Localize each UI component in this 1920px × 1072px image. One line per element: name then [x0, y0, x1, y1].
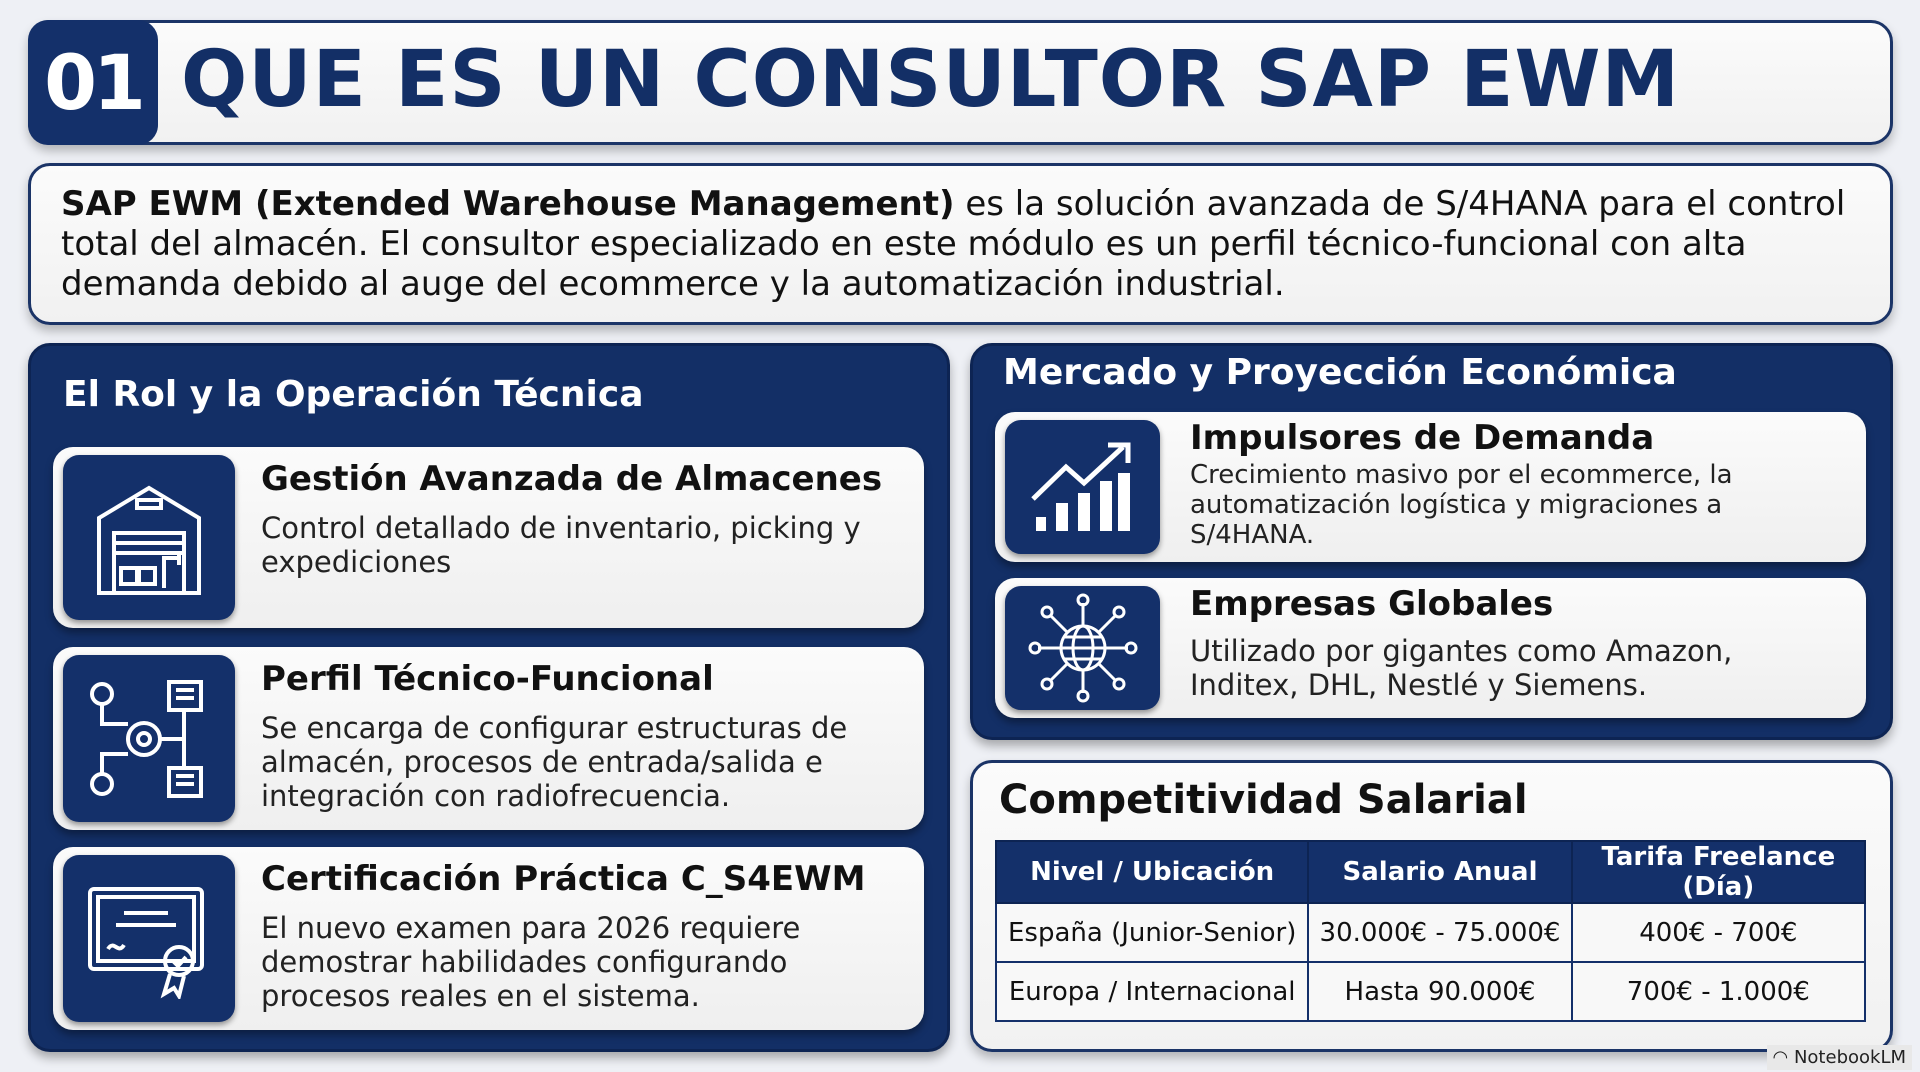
intro-text: es la solución avanzada de S/4HANA para … — [61, 184, 1846, 304]
column-header: Tarifa Freelance (Día) — [1570, 840, 1867, 904]
card-title: Impulsores de Demanda — [1190, 418, 1655, 458]
notebooklm-logo-icon: ◠ — [1772, 1047, 1794, 1068]
brand-watermark: ◠ NotebookLM — [1766, 1045, 1912, 1070]
intro-bold: SAP EWM (Extended Warehouse Management) — [61, 184, 955, 224]
table-cell: 30.000€ - 75.000€ — [1307, 902, 1573, 963]
table-cell: España (Junior-Senior) — [994, 902, 1310, 963]
card-desc: Control detallado de inventario, picking… — [261, 511, 861, 579]
card-global: Empresas Globales Utilizado por gigantes… — [995, 578, 1866, 718]
section-number: 01 — [28, 20, 158, 145]
card-title: Empresas Globales — [1190, 584, 1554, 624]
card-certification: Certificación Práctica C_S4EWM El nuevo … — [53, 847, 924, 1030]
card-desc: Utilizado por gigantes como Amazon, Indi… — [1190, 634, 1733, 702]
table-row: Europa / Internacional Hasta 90.000€ 700… — [994, 961, 1867, 1022]
page-title: QUE ES UN CONSULTOR SAP EWM — [181, 35, 1681, 125]
salary-title: Competitividad Salarial — [999, 777, 1528, 823]
table-header-row: Nivel / Ubicación Salario Anual Tarifa F… — [994, 840, 1867, 904]
header-banner: 01 QUE ES UN CONSULTOR SAP EWM — [28, 20, 1893, 145]
card-title: Certificación Práctica C_S4EWM — [261, 859, 866, 899]
column-header: Nivel / Ubicación — [994, 840, 1310, 904]
intro-box: SAP EWM (Extended Warehouse Management) … — [28, 163, 1893, 325]
card-warehouse: Gestión Avanzada de Almacenes Control de… — [53, 447, 924, 628]
table-row: España (Junior-Senior) 30.000€ - 75.000€… — [994, 902, 1867, 963]
salary-table: Nivel / Ubicación Salario Anual Tarifa F… — [994, 840, 1867, 1022]
card-desc: Crecimiento masivo por el ecommerce, la … — [1190, 460, 1733, 550]
globe-network-icon — [1005, 586, 1160, 710]
card-title: Gestión Avanzada de Almacenes — [261, 459, 883, 499]
card-desc: El nuevo examen para 2026 requiere demos… — [261, 911, 801, 1013]
card-profile: Perfil Técnico-Funcional Se encarga de c… — [53, 647, 924, 830]
card-desc: Se encarga de configurar estructuras de … — [261, 711, 848, 813]
panel-title: El Rol y la Operación Técnica — [63, 374, 644, 415]
table-cell: 400€ - 700€ — [1570, 902, 1867, 963]
card-demand: Impulsores de Demanda Crecimiento masivo… — [995, 412, 1866, 562]
table-cell: 700€ - 1.000€ — [1570, 961, 1867, 1022]
card-title: Perfil Técnico-Funcional — [261, 659, 714, 699]
growth-chart-icon — [1005, 420, 1160, 554]
warehouse-icon — [63, 455, 235, 620]
certificate-icon — [63, 855, 235, 1022]
table-cell: Europa / Internacional — [994, 961, 1310, 1022]
table-cell: Hasta 90.000€ — [1307, 961, 1573, 1022]
brand-label: NotebookLM — [1793, 1047, 1906, 1068]
panel-title: Mercado y Proyección Económica — [1003, 352, 1677, 393]
column-header: Salario Anual — [1307, 840, 1573, 904]
gear-workflow-icon — [63, 655, 235, 822]
